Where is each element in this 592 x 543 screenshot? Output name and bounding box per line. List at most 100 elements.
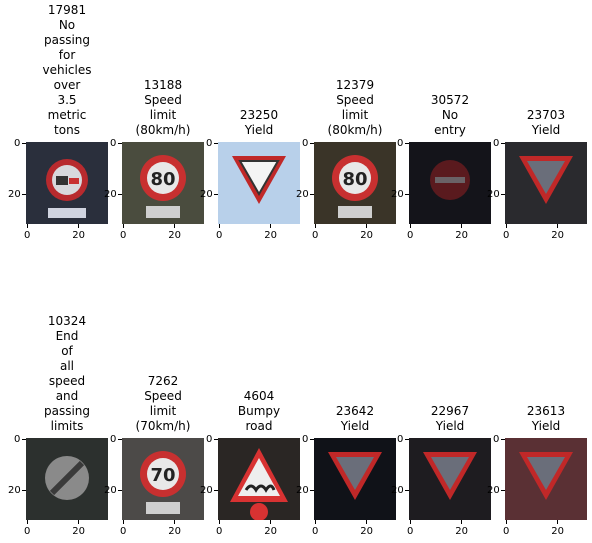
y-tick: [405, 143, 409, 144]
x-tick-label: 20: [551, 230, 564, 241]
y-tick: [118, 143, 122, 144]
y-tick-label: 0: [302, 138, 309, 149]
x-tick: [27, 520, 28, 524]
x-tick-label: 20: [360, 230, 373, 241]
panel-title: 12379 Speed limit (80km/h): [327, 78, 383, 137]
y-tick-label: 20: [200, 189, 213, 201]
x-tick: [410, 520, 411, 524]
x-tick: [270, 224, 272, 228]
x-tick-label: 0: [24, 526, 31, 537]
y-tick-label: 20: [200, 485, 213, 497]
x-tick-label: 20: [264, 230, 277, 241]
sign-image: [314, 438, 396, 520]
y-tick: [405, 490, 409, 492]
x-tick: [315, 520, 316, 524]
sign-image: [505, 142, 587, 224]
sign-image: [505, 438, 587, 520]
x-tick: [557, 224, 559, 228]
y-tick-label: 0: [397, 138, 404, 149]
y-tick-label: 20: [104, 189, 117, 201]
y-tick: [214, 490, 218, 492]
x-tick: [174, 224, 176, 228]
x-tick-label: 20: [455, 526, 468, 537]
x-tick-label: 0: [503, 230, 510, 241]
x-tick: [78, 520, 80, 524]
y-tick: [310, 143, 314, 144]
bumpy-road-icon: [230, 448, 288, 520]
speed-limit-icon: 80: [140, 155, 186, 218]
y-tick: [501, 490, 505, 492]
x-tick-label: 20: [72, 526, 85, 537]
yield-icon: [519, 156, 573, 204]
x-tick: [123, 520, 124, 524]
y-tick: [22, 194, 26, 196]
x-tick: [557, 520, 559, 524]
x-tick-label: 20: [551, 526, 564, 537]
sign-image: [409, 142, 491, 224]
x-tick: [461, 520, 463, 524]
x-tick: [270, 520, 272, 524]
y-tick-label: 20: [296, 189, 309, 201]
y-tick: [214, 439, 218, 440]
panel-title: 23250 Yield: [239, 108, 279, 137]
sign-image: [409, 438, 491, 520]
svg-text:80: 80: [342, 169, 367, 190]
y-tick-label: 20: [104, 485, 117, 497]
x-tick: [366, 224, 368, 228]
y-tick-label: 20: [487, 485, 500, 497]
x-tick: [219, 520, 220, 524]
svg-text:70: 70: [150, 465, 175, 486]
yield-icon: [423, 452, 477, 500]
panel-title: 23703 Yield: [526, 108, 566, 137]
y-tick-label: 0: [493, 138, 500, 149]
no-passing-trucks-icon: [46, 159, 88, 218]
panel-title: 22967 Yield: [430, 404, 470, 433]
y-tick-label: 0: [110, 138, 117, 149]
sign-image: [218, 438, 300, 520]
yield-icon: [328, 452, 382, 500]
x-tick: [315, 224, 316, 228]
y-tick-label: 0: [206, 434, 213, 445]
end-limits-icon: [45, 456, 89, 500]
y-tick: [214, 143, 218, 144]
x-tick-label: 20: [168, 230, 181, 241]
speed-limit-icon: 70: [140, 451, 186, 514]
y-tick: [118, 490, 122, 492]
no-entry-icon: [430, 160, 470, 200]
y-tick: [501, 439, 505, 440]
sign-image: [218, 142, 300, 224]
y-tick-label: 0: [302, 434, 309, 445]
y-tick: [501, 143, 505, 144]
x-tick: [366, 520, 368, 524]
y-tick-label: 20: [487, 189, 500, 201]
x-tick: [506, 224, 507, 228]
sign-image: 80: [314, 142, 396, 224]
y-tick: [310, 194, 314, 196]
y-tick-label: 0: [14, 138, 21, 149]
panel-title: 4604 Bumpy road: [237, 389, 281, 433]
panel-title: 7262 Speed limit (70km/h): [135, 374, 191, 433]
x-tick: [123, 224, 124, 228]
sign-image: [26, 142, 108, 224]
x-tick: [78, 224, 80, 228]
yield-icon: [519, 452, 573, 500]
speed-limit-icon: 80: [332, 155, 378, 218]
x-tick-label: 0: [503, 526, 510, 537]
x-tick: [219, 224, 220, 228]
y-tick-label: 0: [110, 434, 117, 445]
y-tick-label: 0: [206, 138, 213, 149]
x-tick-label: 0: [216, 526, 223, 537]
y-tick-label: 0: [14, 434, 21, 445]
x-tick-label: 20: [360, 526, 373, 537]
x-tick: [174, 520, 176, 524]
y-tick: [310, 439, 314, 440]
y-tick: [501, 194, 505, 196]
panel-title: 13188 Speed limit (80km/h): [135, 78, 191, 137]
panel-title: 23613 Yield: [526, 404, 566, 433]
panel-title: 30572 No entry: [430, 93, 470, 137]
x-tick: [461, 224, 463, 228]
x-tick-label: 20: [168, 526, 181, 537]
x-tick-label: 0: [120, 526, 127, 537]
y-tick-label: 20: [391, 189, 404, 201]
y-tick-label: 20: [296, 485, 309, 497]
